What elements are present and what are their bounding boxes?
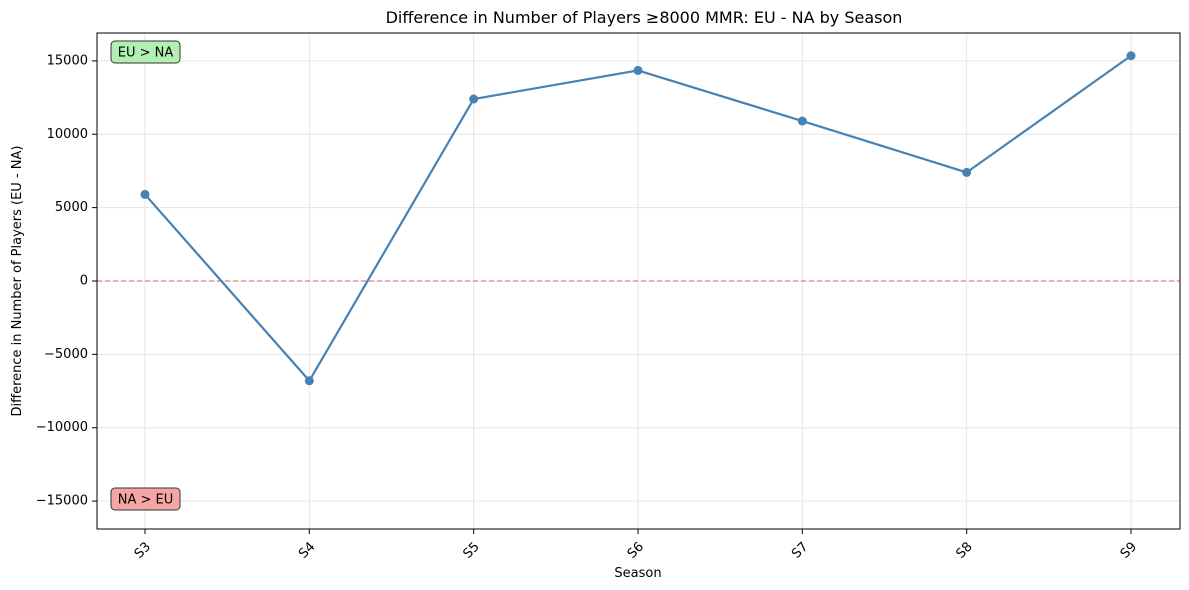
x-axis-ticks: S3 S4 S5 S6 S7 S8 S9 bbox=[132, 529, 1140, 562]
data-point bbox=[304, 376, 314, 386]
y-tick-label: 5000 bbox=[55, 200, 88, 215]
data-point bbox=[140, 189, 150, 199]
annotation-box bbox=[110, 40, 181, 64]
data-point bbox=[797, 116, 807, 126]
x-tick-label: S9 bbox=[1118, 539, 1140, 561]
data-points bbox=[140, 51, 1136, 386]
y-tick-label: −15000 bbox=[36, 494, 88, 509]
y-tick-label: 15000 bbox=[47, 53, 88, 68]
y-axis-label: Difference in Number of Players (EU - NA… bbox=[10, 146, 25, 417]
annotation-label: NA > EU bbox=[118, 493, 174, 508]
x-tick-label: S6 bbox=[625, 539, 647, 561]
y-tick-label: 10000 bbox=[47, 127, 88, 142]
x-tick-label: S5 bbox=[460, 539, 482, 561]
x-axis-label: Season bbox=[614, 566, 661, 581]
data-point bbox=[1126, 51, 1136, 61]
chart-title: Difference in Number of Players ≥8000 MM… bbox=[386, 8, 903, 27]
y-axis-ticks: −15000 −10000 −5000 0 5000 10000 15000 bbox=[36, 53, 97, 509]
data-point bbox=[962, 167, 972, 177]
x-tick-label: S8 bbox=[953, 539, 975, 561]
y-tick-label: −5000 bbox=[44, 347, 88, 362]
data-point bbox=[633, 65, 643, 75]
annotation-box bbox=[110, 487, 181, 511]
annotation-label: EU > NA bbox=[118, 46, 174, 61]
x-tick-label: S3 bbox=[132, 539, 154, 561]
y-tick-label: 0 bbox=[80, 274, 88, 289]
annotations: EU > NA NA > EU bbox=[110, 40, 181, 511]
y-tick-label: −10000 bbox=[36, 420, 88, 435]
x-tick-label: S7 bbox=[789, 539, 811, 561]
data-point bbox=[469, 94, 479, 104]
x-tick-label: S4 bbox=[296, 539, 318, 561]
